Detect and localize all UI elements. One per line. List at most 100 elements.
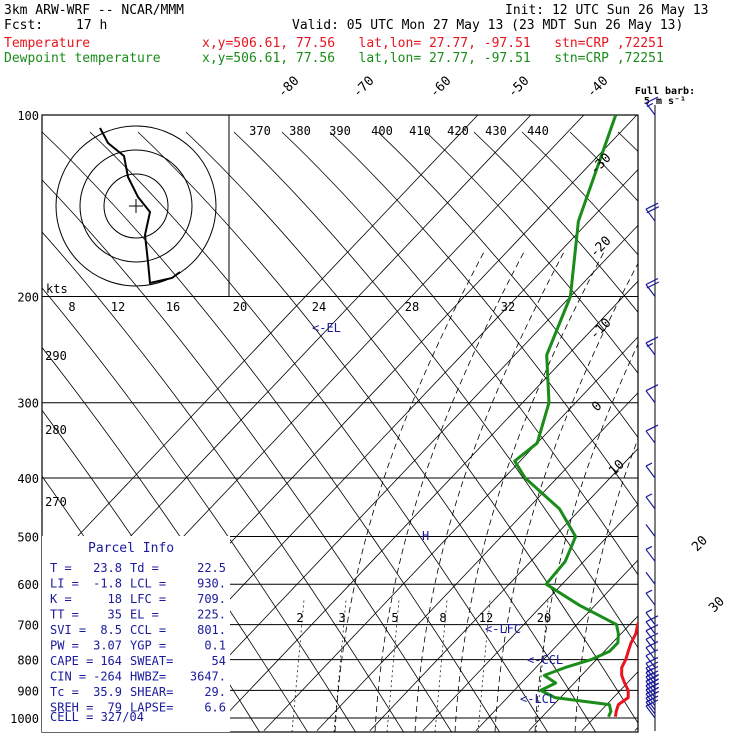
moist-adiabat-line [374,249,526,732]
wind-barb [645,641,659,660]
wind-barb [645,96,659,116]
pressure-label: 900 [17,684,39,698]
wet-bulb-zero-marker: H [422,529,429,543]
header-fcst-label: Fcst: [4,18,44,33]
wind-barb [645,545,656,562]
wind-barb-shaft [645,680,656,694]
mixing-ratio-line [477,599,491,732]
mixing-ratio-line [535,599,549,732]
parcel-param-label: LFC = [130,592,166,606]
moist-adiabat-line [334,249,486,732]
wind-barb [645,632,659,652]
wind-barb-shaft [645,284,656,297]
wind-barb-half-flag [646,672,654,677]
isotherm-label: 20 [689,533,711,555]
wind-barb-shaft [645,102,656,116]
dewpoint-trace [513,115,620,718]
hodograph-trace [99,127,181,285]
parcel-param-value: 0.1 [204,639,226,653]
parcel-param-label: HWBZ= [130,670,166,684]
wind-barb [645,493,656,510]
parcel-param-value: 35 [108,608,122,622]
dewpoint-legend-location: x,y=506.61, 77.56 lat,lon= 27.77, -97.51… [202,51,664,66]
theta-label: 370 [249,124,271,138]
isotherm-line [528,615,638,732]
hodograph-ring-label: 16 [166,300,180,314]
parcel-param-value: 54 [212,654,226,668]
theta-label: 390 [329,124,351,138]
pressure-label: 1000 [10,712,39,726]
theta-label: 280 [45,423,67,437]
theta-label: 430 [485,124,507,138]
mixing-ratio-label: 3 [338,611,345,625]
isotherm-line [369,447,638,732]
isotherm-line [157,224,638,732]
isotherm-line [688,115,740,731]
moist-adiabat-line [494,262,638,732]
dry-adiabat-line [137,131,597,732]
lcl-marker: <-LCL [520,692,556,706]
wind-barb-shaft [645,672,656,685]
isotherm-line [581,671,638,732]
dry-adiabat-line [617,131,638,153]
parcel-param-label: SVI = [50,623,86,637]
wind-barb-shaft [645,208,656,222]
wind-barb [645,571,656,585]
parcel-param-label: Td = [130,561,159,575]
parcel-param-label: EL = [130,608,159,622]
parcel-param-value: 8.5 [100,623,122,637]
isotherm-line [316,392,638,732]
wind-barb-shaft [645,667,656,681]
dry-adiabat-line [42,131,501,732]
wind-barb-half-flag [645,589,653,594]
wind-barb-flag [645,649,659,657]
dry-adiabat-line [569,131,638,202]
hodograph-ring-label: 24 [312,300,326,314]
wind-barb-half-flag [646,697,654,703]
theta-label: 270 [45,495,67,509]
wind-barb-flag [645,277,659,286]
hodograph-ring-label: 20 [233,300,247,314]
wind-barb-shaft [645,693,656,707]
wind-barb-shaft [645,524,656,537]
ccl-marker: <-CCL [527,653,563,667]
barb-legend-units: 5 m s⁻¹ [644,96,686,107]
theta-label: 380 [289,124,311,138]
wind-barb-flag [645,202,659,210]
wind-barb-shaft [645,549,656,562]
mixing-ratio-label: 12 [479,611,493,625]
hodograph-ring [103,173,169,239]
wind-barb-flag [645,615,659,623]
barb-legend-title: Full barb: [635,86,695,97]
parcel-param-value: -1.8 [93,577,122,591]
wind-barb [645,424,659,444]
parcel-param-value: 930. [197,577,226,591]
theta-label: 420 [447,124,469,138]
mixing-ratio-label: 2 [296,611,303,625]
parcel-param-label: PW = [50,639,79,653]
hodograph-ring [79,149,193,263]
parcel-param-label: T = [50,561,72,575]
isotherm-label: 30 [706,594,728,616]
parcel-param-value: 35.9 [93,685,122,699]
dry-adiabat-line [42,287,357,732]
parcel-param-value: 22.5 [197,561,226,575]
wind-barb-shaft [645,685,656,698]
parcel-param-label: LI = [50,577,79,591]
wind-barb-shaft [645,705,656,719]
hodograph-ring-label: 8 [68,300,75,314]
parcel-param-value: 3647. [190,670,226,684]
wind-barb-half-flag [645,609,653,614]
wind-barb [645,615,659,635]
parcel-param-label: K = [50,592,72,606]
wind-barb [645,609,656,625]
wind-barb [645,524,656,537]
wind-barb-flag [645,632,659,640]
dry-adiabat-line [714,132,740,740]
wind-barb-shaft [645,430,656,444]
parcel-param-value: 29. [204,685,226,699]
isotherm-label: -40 [584,74,611,101]
hodograph-units-label: kts [46,282,68,296]
wind-barb-half-flag [646,667,654,673]
